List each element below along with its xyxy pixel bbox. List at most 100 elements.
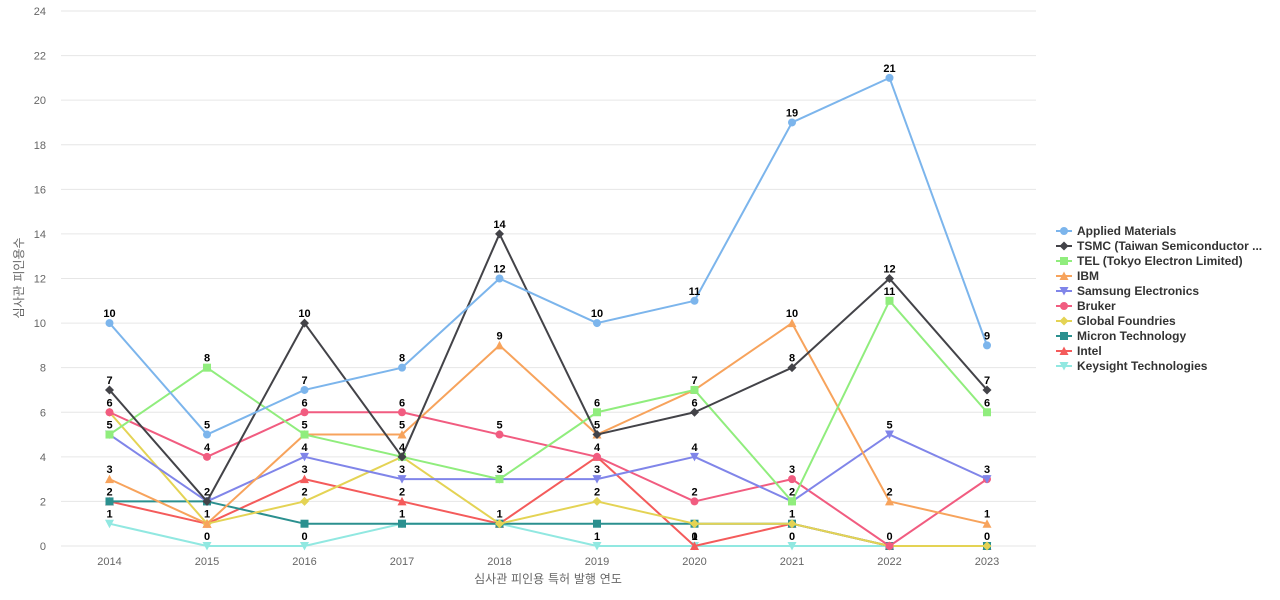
data-point[interactable]: [202, 519, 212, 528]
legend-marker[interactable]: [1060, 227, 1068, 235]
data-point[interactable]: [105, 319, 114, 328]
data-point[interactable]: [690, 452, 699, 462]
data-label: 10: [591, 308, 603, 320]
legend-item[interactable]: Micron Technology: [1056, 329, 1186, 343]
data-point[interactable]: [495, 274, 504, 283]
data-label: 11: [689, 286, 701, 298]
data-point[interactable]: [690, 519, 699, 529]
legend-item[interactable]: TEL (Tokyo Electron Limited): [1056, 254, 1243, 268]
legend-item[interactable]: Applied Materials: [1056, 224, 1177, 238]
data-point[interactable]: [982, 541, 992, 551]
data-point[interactable]: [300, 542, 309, 551]
legend-item[interactable]: TSMC (Taiwan Semiconductor ...: [1056, 239, 1262, 253]
data-point[interactable]: [593, 408, 601, 417]
data-point[interactable]: [203, 452, 211, 461]
data-point[interactable]: [885, 430, 894, 440]
data-point[interactable]: [495, 229, 504, 239]
data-point[interactable]: [397, 496, 407, 506]
legend-marker[interactable]: [1059, 271, 1069, 281]
data-label: 6: [594, 397, 600, 409]
data-point[interactable]: [983, 408, 991, 417]
data-point[interactable]: [983, 341, 991, 350]
legend-item[interactable]: Bruker: [1056, 299, 1116, 313]
data-point[interactable]: [398, 408, 406, 417]
data-point[interactable]: [788, 475, 796, 484]
data-point[interactable]: [202, 542, 212, 551]
data-point[interactable]: [202, 496, 212, 506]
data-point[interactable]: [690, 385, 699, 394]
data-point[interactable]: [203, 363, 211, 372]
data-point[interactable]: [397, 475, 407, 484]
legend-marker[interactable]: [1059, 287, 1069, 296]
data-point[interactable]: [982, 519, 992, 528]
data-point[interactable]: [300, 430, 309, 439]
legend-marker[interactable]: [1060, 332, 1068, 340]
legend-marker[interactable]: [1060, 257, 1068, 265]
data-point[interactable]: [203, 430, 211, 439]
legend-marker[interactable]: [1059, 362, 1069, 371]
legend-marker[interactable]: [1059, 241, 1069, 251]
data-point[interactable]: [592, 542, 602, 551]
data-point[interactable]: [593, 319, 601, 328]
data-point[interactable]: [787, 519, 797, 529]
legend-marker[interactable]: [1059, 316, 1069, 326]
data-point[interactable]: [105, 430, 114, 439]
legend-item[interactable]: Intel: [1056, 344, 1102, 358]
data-point[interactable]: [690, 497, 699, 506]
data-label: 4: [691, 442, 698, 454]
data-label: 5: [496, 420, 502, 432]
legend-marker[interactable]: [1060, 302, 1068, 310]
data-point[interactable]: [105, 497, 114, 506]
data-point[interactable]: [495, 430, 504, 439]
data-point[interactable]: [787, 542, 797, 551]
data-point[interactable]: [397, 452, 407, 462]
data-point[interactable]: [105, 385, 114, 395]
data-point[interactable]: [787, 318, 797, 328]
legend-item[interactable]: Samsung Electronics: [1056, 284, 1199, 298]
data-point[interactable]: [593, 452, 601, 461]
data-point[interactable]: [690, 541, 699, 551]
data-point[interactable]: [300, 408, 309, 417]
data-label: 0: [301, 531, 307, 543]
data-point[interactable]: [690, 407, 699, 417]
data-point[interactable]: [885, 496, 894, 506]
data-label: 6: [399, 397, 405, 409]
data-point[interactable]: [398, 363, 406, 372]
data-point[interactable]: [788, 497, 796, 506]
data-label: 14: [493, 219, 506, 231]
data-point[interactable]: [105, 408, 114, 417]
data-point[interactable]: [300, 496, 309, 506]
data-point[interactable]: [105, 519, 114, 529]
data-point[interactable]: [300, 474, 309, 484]
data-point[interactable]: [397, 430, 407, 439]
data-point[interactable]: [300, 318, 309, 328]
legend-item[interactable]: IBM: [1056, 269, 1099, 283]
data-point[interactable]: [787, 363, 797, 373]
data-point[interactable]: [592, 430, 602, 440]
data-point[interactable]: [300, 385, 309, 394]
data-point[interactable]: [495, 340, 504, 350]
data-point[interactable]: [788, 118, 796, 127]
data-point[interactable]: [885, 274, 894, 283]
data-point[interactable]: [982, 385, 992, 395]
data-point[interactable]: [982, 475, 992, 484]
data-point[interactable]: [495, 475, 504, 484]
data-point[interactable]: [398, 519, 406, 528]
legend-item[interactable]: Global Foundries: [1056, 314, 1176, 328]
data-point[interactable]: [300, 452, 309, 462]
data-point[interactable]: [495, 519, 504, 529]
data-point[interactable]: [592, 496, 602, 506]
data-point[interactable]: [690, 296, 699, 305]
data-point[interactable]: [885, 73, 894, 82]
data-point[interactable]: [593, 519, 601, 528]
legend-marker[interactable]: [1059, 346, 1069, 356]
data-point[interactable]: [105, 474, 114, 484]
data-label: 10: [786, 308, 798, 320]
data-point[interactable]: [592, 475, 602, 484]
data-label: 7: [301, 375, 307, 387]
legend-item[interactable]: Keysight Technologies: [1056, 359, 1208, 373]
data-point[interactable]: [885, 296, 894, 305]
data-label: 7: [984, 375, 990, 387]
data-point[interactable]: [885, 542, 894, 550]
data-point[interactable]: [300, 519, 309, 528]
